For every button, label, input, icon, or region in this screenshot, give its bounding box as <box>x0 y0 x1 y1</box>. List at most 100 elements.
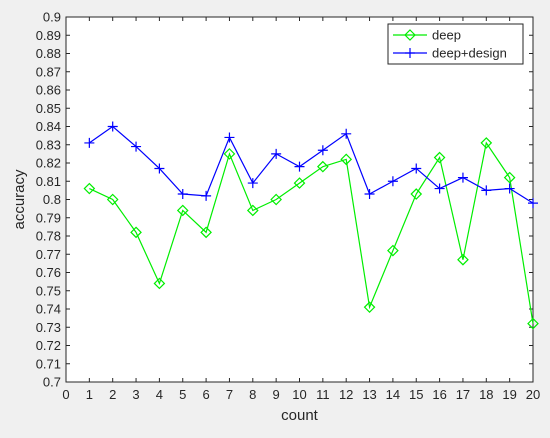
legend-entry: deep+design <box>393 46 507 61</box>
y-tick-label: 0.88 <box>36 46 61 61</box>
data-point <box>433 151 446 164</box>
y-tick-label: 0.85 <box>36 101 61 116</box>
data-point <box>84 137 95 148</box>
x-tick-label: 15 <box>409 387 423 402</box>
data-point <box>434 183 445 194</box>
x-tick-label: 8 <box>249 387 256 402</box>
data-point <box>317 160 329 173</box>
x-tick-label: 3 <box>132 387 139 402</box>
x-tick-label: 17 <box>456 387 470 402</box>
y-tick-label: 0.89 <box>36 28 61 43</box>
data-point <box>363 301 376 314</box>
y-tick-label: 0.87 <box>36 64 61 79</box>
data-point <box>131 141 142 152</box>
data-point <box>503 171 516 184</box>
data-point <box>457 172 468 183</box>
data-point <box>176 204 189 217</box>
data-point <box>83 182 96 195</box>
plot-area <box>65 16 534 383</box>
x-tick-label: 10 <box>292 387 306 402</box>
data-point <box>201 190 212 201</box>
data-point <box>340 153 353 166</box>
data-point <box>107 121 118 132</box>
x-tick-label: 13 <box>362 387 376 402</box>
legend-marker <box>405 48 415 58</box>
data-point <box>130 226 142 239</box>
data-point <box>387 176 398 187</box>
data-point <box>177 189 188 200</box>
x-tick-label: 2 <box>109 387 116 402</box>
x-axis-label: count <box>281 407 319 424</box>
data-point <box>246 204 259 217</box>
data-point <box>364 189 375 200</box>
data-point <box>410 188 423 200</box>
y-tick-label: 0.71 <box>36 356 61 371</box>
y-axis-label: accuracy <box>11 169 28 230</box>
x-tick-label: 5 <box>179 387 186 402</box>
data-point <box>223 148 236 160</box>
x-tick-label: 19 <box>502 387 516 402</box>
y-axis-ticks: 0.7 0.71 0.72 0.73 0.74 0.75 0.76 0.77 0.78 0.79 0… <box>36 10 533 390</box>
data-point <box>481 185 492 196</box>
data-point <box>387 244 399 257</box>
legend-marker <box>404 29 416 41</box>
y-tick-label: 0.8 <box>43 192 61 207</box>
series-line <box>89 141 534 324</box>
y-tick-label: 0.73 <box>36 320 61 335</box>
legend-label: deep <box>432 28 461 43</box>
x-tick-label: 4 <box>156 387 163 402</box>
x-tick-label: 0 <box>62 387 69 402</box>
y-tick-label: 0.81 <box>36 174 61 189</box>
series-layer <box>83 121 539 330</box>
y-tick-label: 0.74 <box>36 302 61 317</box>
x-tick-label: 9 <box>273 387 280 402</box>
x-tick-label: 1 <box>86 387 93 402</box>
data-point <box>480 137 493 149</box>
data-point <box>527 317 539 330</box>
data-point <box>294 161 305 172</box>
x-tick-label: 16 <box>432 387 446 402</box>
data-point <box>247 178 258 189</box>
y-tick-label: 0.77 <box>36 247 61 262</box>
x-axis-ticks: 0 1 2 3 4 5 6 7 8 9 10 11 12 13 14 15 16 17 18 19 20 <box>62 17 540 402</box>
series-deep-design <box>84 121 538 209</box>
y-tick-label: 0.82 <box>36 156 61 171</box>
data-point <box>411 163 422 174</box>
data-point <box>528 198 538 209</box>
x-tick-label: 11 <box>316 387 330 402</box>
legend: deep deep+design <box>387 23 524 65</box>
y-tick-label: 0.83 <box>36 137 61 152</box>
data-point <box>317 145 328 156</box>
x-tick-label: 20 <box>526 387 540 402</box>
data-point <box>200 226 212 239</box>
y-tick-label: 0.9 <box>43 10 61 25</box>
data-point <box>457 253 469 266</box>
y-tick-label: 0.7 <box>43 375 61 390</box>
legend-entry: deep <box>393 28 461 43</box>
data-point <box>270 193 282 206</box>
data-point <box>224 132 235 143</box>
y-tick-label: 0.84 <box>36 119 61 134</box>
data-point <box>293 177 306 189</box>
y-tick-label: 0.78 <box>36 229 61 244</box>
legend-label: deep+design <box>432 46 507 61</box>
series-deep <box>83 137 539 330</box>
data-point <box>153 277 166 290</box>
data-point <box>271 148 282 159</box>
y-tick-label: 0.79 <box>36 210 61 225</box>
data-point <box>504 183 515 194</box>
x-tick-label: 18 <box>479 387 493 402</box>
x-tick-label: 14 <box>386 387 400 402</box>
y-tick-label: 0.75 <box>36 283 61 298</box>
data-point <box>106 193 119 206</box>
x-tick-label: 6 <box>202 387 209 402</box>
y-tick-label: 0.86 <box>36 83 61 98</box>
series-line <box>89 125 534 204</box>
x-tick-label: 7 <box>226 387 233 402</box>
y-tick-label: 0.72 <box>36 338 61 353</box>
data-point <box>154 163 165 174</box>
data-point <box>341 128 352 139</box>
y-tick-label: 0.76 <box>36 265 61 280</box>
